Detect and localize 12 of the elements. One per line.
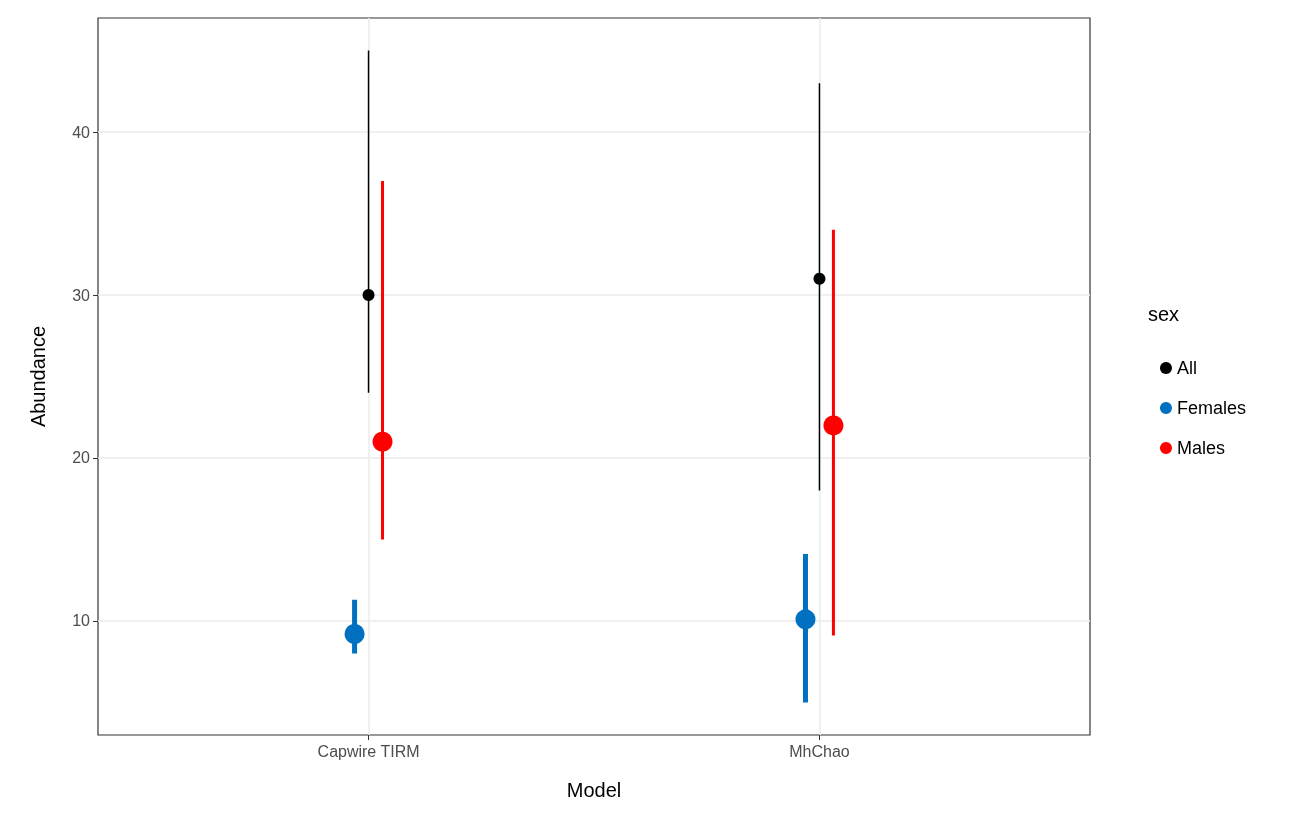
x-tick-label: Capwire TIRM (317, 742, 420, 760)
x-tick-label: MhChao (789, 742, 850, 760)
legend-label: Females (1176, 398, 1247, 418)
y-tick-label: 10 (72, 612, 91, 630)
x-axis-title: Model (566, 779, 622, 801)
y-axis-title: Abundance (27, 325, 49, 428)
legend-label: All (1176, 358, 1197, 378)
legend-title: sex (1148, 303, 1180, 325)
legend-label: Males (1176, 438, 1225, 458)
y-tick-label: 30 (72, 286, 91, 304)
y-tick-label: 40 (72, 123, 91, 141)
y-tick-label: 20 (72, 449, 91, 467)
